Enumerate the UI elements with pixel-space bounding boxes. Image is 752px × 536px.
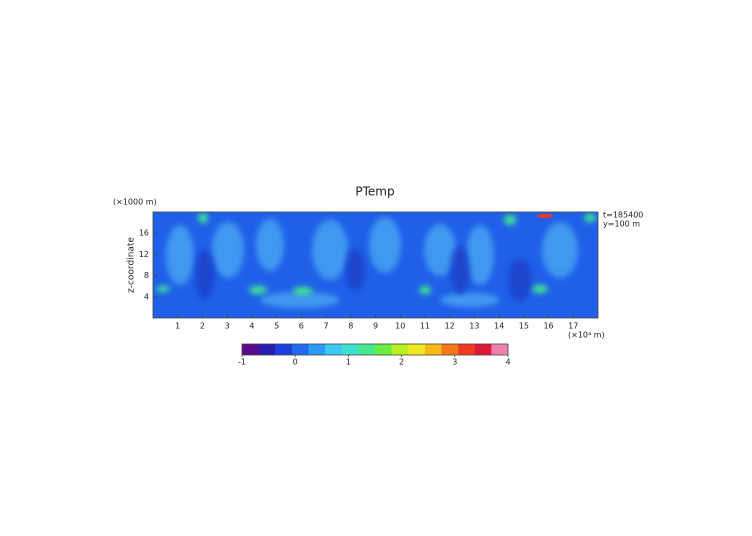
x-tick-label: 10 xyxy=(395,322,405,331)
y-tick-label: 16 xyxy=(139,229,149,238)
colorbar-swatch xyxy=(341,344,359,355)
colorbar-swatch xyxy=(325,344,343,355)
x-tick-label: 11 xyxy=(420,322,430,331)
y-axis-label: z-coordinate xyxy=(127,237,137,293)
x-tick-label: 14 xyxy=(494,322,504,331)
colorbar-swatch xyxy=(375,344,392,355)
y-tick-label: 8 xyxy=(144,271,149,280)
x-tick-label: 3 xyxy=(225,322,230,331)
x-tick-label: 15 xyxy=(519,322,529,331)
colorbar-swatch xyxy=(391,344,409,355)
colorbar-swatch xyxy=(441,344,459,355)
colorbar-swatch xyxy=(242,344,259,355)
colorbar-swatch xyxy=(491,344,509,355)
x-tick-label: 4 xyxy=(249,322,254,331)
colorbar-swatch xyxy=(275,344,293,355)
x-tick-label: 2 xyxy=(200,322,205,331)
x-tick-label: 16 xyxy=(543,322,553,331)
x-tick-label: 13 xyxy=(469,322,479,331)
x-unit: (×10⁴ m) xyxy=(568,331,605,340)
colorbar-swatch xyxy=(358,344,376,355)
colorbar-tick-label: 4 xyxy=(505,358,510,367)
x-tick-label: 7 xyxy=(324,322,329,331)
y-unit: (×1000 m) xyxy=(113,198,157,207)
colorbar-frame xyxy=(241,343,509,356)
x-tick-label: 17 xyxy=(568,322,578,331)
y-tick-label: 4 xyxy=(144,292,149,301)
x-tick-label: 12 xyxy=(445,322,455,331)
colorbar-tick-label: 3 xyxy=(452,358,457,367)
x-tick-label: 8 xyxy=(348,322,353,331)
annotation: y=100 m xyxy=(603,220,640,229)
colorbar-swatch xyxy=(408,344,426,355)
colorbar-tick-label: 0 xyxy=(293,358,298,367)
colorbar-tick-label: -1 xyxy=(238,358,246,367)
colorbar-swatch xyxy=(458,344,476,355)
colorbar-tick-label: 1 xyxy=(346,358,351,367)
x-tick-label: 9 xyxy=(373,322,378,331)
field xyxy=(153,212,598,318)
x-tick-label: 5 xyxy=(274,322,279,331)
colorbar-tick-label: 2 xyxy=(399,358,404,367)
x-tick-label: 1 xyxy=(175,322,180,331)
x-tick-label: 6 xyxy=(299,322,304,331)
colorbar-swatch xyxy=(308,344,326,355)
colorbar-swatch xyxy=(291,344,309,355)
colorbar-swatch xyxy=(474,344,492,355)
y-tick-label: 12 xyxy=(139,250,149,259)
colorbar-swatch xyxy=(424,344,442,355)
chart-title: PTemp xyxy=(355,185,394,199)
colorbar-swatch xyxy=(258,344,276,355)
annotation: t=185400 xyxy=(603,211,643,220)
